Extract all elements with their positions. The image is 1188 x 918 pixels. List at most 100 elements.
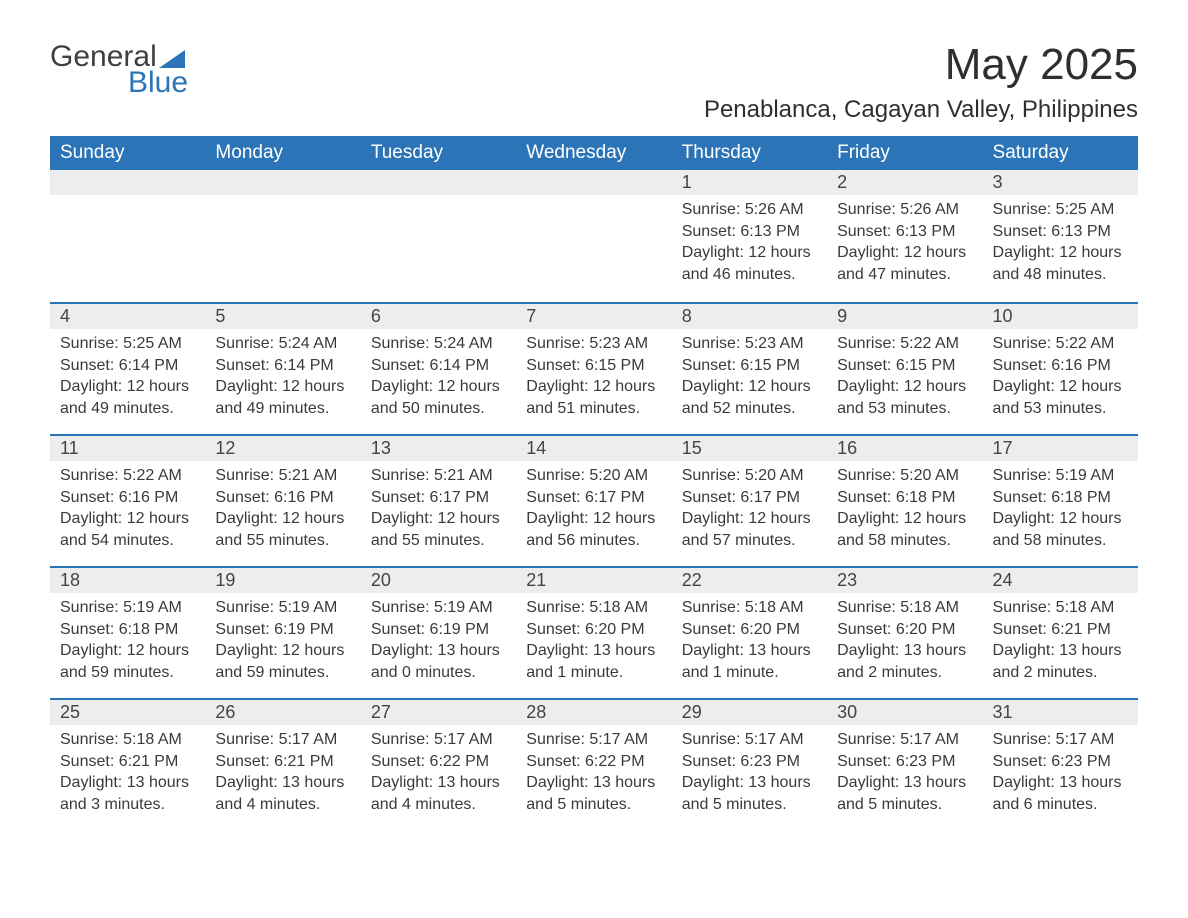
calendar-cell [516,170,671,302]
sunrise-line: Sunrise: 5:18 AM [837,597,972,619]
sunrise-line: Sunrise: 5:17 AM [837,729,972,751]
day-details: Sunrise: 5:25 AMSunset: 6:14 PMDaylight:… [50,329,205,419]
sunrise-line: Sunrise: 5:26 AM [837,199,972,221]
day-number: 5 [205,302,360,329]
day-details: Sunrise: 5:21 AMSunset: 6:17 PMDaylight:… [361,461,516,551]
day-number: 1 [672,170,827,195]
day-number: 3 [983,170,1138,195]
calendar-cell: 29Sunrise: 5:17 AMSunset: 6:23 PMDayligh… [672,698,827,830]
calendar-cell: 9Sunrise: 5:22 AMSunset: 6:15 PMDaylight… [827,302,982,434]
sunrise-line: Sunrise: 5:21 AM [371,465,506,487]
daylight-line: Daylight: 12 hours and 57 minutes. [682,508,817,551]
sunrise-line: Sunrise: 5:18 AM [682,597,817,619]
title-block: May 2025 Penablanca, Cagayan Valley, Phi… [704,40,1138,124]
sunrise-line: Sunrise: 5:19 AM [371,597,506,619]
daylight-line: Daylight: 12 hours and 55 minutes. [215,508,350,551]
daylight-line: Daylight: 13 hours and 5 minutes. [526,772,661,815]
calendar-cell: 22Sunrise: 5:18 AMSunset: 6:20 PMDayligh… [672,566,827,698]
day-details: Sunrise: 5:20 AMSunset: 6:17 PMDaylight:… [516,461,671,551]
day-number: 22 [672,566,827,593]
day-number: 16 [827,434,982,461]
day-number: 24 [983,566,1138,593]
sunrise-line: Sunrise: 5:19 AM [993,465,1128,487]
day-details: Sunrise: 5:19 AMSunset: 6:19 PMDaylight:… [205,593,360,683]
sunset-line: Sunset: 6:21 PM [60,751,195,773]
calendar-cell: 23Sunrise: 5:18 AMSunset: 6:20 PMDayligh… [827,566,982,698]
weekday-header: Friday [827,136,982,170]
sunrise-line: Sunrise: 5:19 AM [60,597,195,619]
calendar-cell: 12Sunrise: 5:21 AMSunset: 6:16 PMDayligh… [205,434,360,566]
day-number: 15 [672,434,827,461]
calendar-cell: 17Sunrise: 5:19 AMSunset: 6:18 PMDayligh… [983,434,1138,566]
calendar-table: SundayMondayTuesdayWednesdayThursdayFrid… [50,136,1138,830]
sunrise-line: Sunrise: 5:26 AM [682,199,817,221]
calendar-cell: 20Sunrise: 5:19 AMSunset: 6:19 PMDayligh… [361,566,516,698]
calendar-cell: 24Sunrise: 5:18 AMSunset: 6:21 PMDayligh… [983,566,1138,698]
calendar-cell: 26Sunrise: 5:17 AMSunset: 6:21 PMDayligh… [205,698,360,830]
weekday-header: Monday [205,136,360,170]
page-header: General Blue May 2025 Penablanca, Cagaya… [50,40,1138,124]
sunset-line: Sunset: 6:17 PM [682,487,817,509]
sunrise-line: Sunrise: 5:22 AM [993,333,1128,355]
day-number: 29 [672,698,827,725]
sunrise-line: Sunrise: 5:23 AM [526,333,661,355]
day-number: 19 [205,566,360,593]
weekday-header-row: SundayMondayTuesdayWednesdayThursdayFrid… [50,136,1138,170]
day-number: 12 [205,434,360,461]
day-number: 25 [50,698,205,725]
weekday-header: Tuesday [361,136,516,170]
sunrise-line: Sunrise: 5:23 AM [682,333,817,355]
day-details: Sunrise: 5:17 AMSunset: 6:22 PMDaylight:… [361,725,516,815]
sunset-line: Sunset: 6:16 PM [993,355,1128,377]
calendar-cell: 31Sunrise: 5:17 AMSunset: 6:23 PMDayligh… [983,698,1138,830]
day-number: 31 [983,698,1138,725]
sunrise-line: Sunrise: 5:22 AM [60,465,195,487]
day-number: 11 [50,434,205,461]
day-details: Sunrise: 5:25 AMSunset: 6:13 PMDaylight:… [983,195,1138,285]
sunset-line: Sunset: 6:17 PM [371,487,506,509]
day-number: 28 [516,698,671,725]
sunset-line: Sunset: 6:21 PM [215,751,350,773]
day-number: 30 [827,698,982,725]
sunrise-line: Sunrise: 5:20 AM [682,465,817,487]
day-details: Sunrise: 5:23 AMSunset: 6:15 PMDaylight:… [516,329,671,419]
empty-day-bar [516,170,671,195]
day-details: Sunrise: 5:17 AMSunset: 6:23 PMDaylight:… [827,725,982,815]
sunrise-line: Sunrise: 5:17 AM [215,729,350,751]
weekday-header: Wednesday [516,136,671,170]
sunset-line: Sunset: 6:16 PM [215,487,350,509]
day-details: Sunrise: 5:17 AMSunset: 6:22 PMDaylight:… [516,725,671,815]
calendar-cell: 2Sunrise: 5:26 AMSunset: 6:13 PMDaylight… [827,170,982,302]
sunset-line: Sunset: 6:15 PM [837,355,972,377]
daylight-line: Daylight: 13 hours and 2 minutes. [993,640,1128,683]
calendar-cell [205,170,360,302]
day-details: Sunrise: 5:23 AMSunset: 6:15 PMDaylight:… [672,329,827,419]
sunset-line: Sunset: 6:21 PM [993,619,1128,641]
sunrise-line: Sunrise: 5:20 AM [526,465,661,487]
daylight-line: Daylight: 12 hours and 50 minutes. [371,376,506,419]
daylight-line: Daylight: 12 hours and 58 minutes. [993,508,1128,551]
sunset-line: Sunset: 6:19 PM [371,619,506,641]
day-number: 18 [50,566,205,593]
sunset-line: Sunset: 6:15 PM [682,355,817,377]
empty-day-bar [50,170,205,195]
sunset-line: Sunset: 6:23 PM [837,751,972,773]
sunrise-line: Sunrise: 5:19 AM [215,597,350,619]
day-details: Sunrise: 5:24 AMSunset: 6:14 PMDaylight:… [205,329,360,419]
sunset-line: Sunset: 6:16 PM [60,487,195,509]
weekday-header: Sunday [50,136,205,170]
calendar-cell: 4Sunrise: 5:25 AMSunset: 6:14 PMDaylight… [50,302,205,434]
day-details: Sunrise: 5:22 AMSunset: 6:15 PMDaylight:… [827,329,982,419]
daylight-line: Daylight: 13 hours and 3 minutes. [60,772,195,815]
day-details: Sunrise: 5:17 AMSunset: 6:23 PMDaylight:… [672,725,827,815]
calendar-cell: 14Sunrise: 5:20 AMSunset: 6:17 PMDayligh… [516,434,671,566]
day-details: Sunrise: 5:20 AMSunset: 6:18 PMDaylight:… [827,461,982,551]
sunset-line: Sunset: 6:18 PM [60,619,195,641]
daylight-line: Daylight: 12 hours and 59 minutes. [60,640,195,683]
sunset-line: Sunset: 6:23 PM [993,751,1128,773]
daylight-line: Daylight: 12 hours and 46 minutes. [682,242,817,285]
daylight-line: Daylight: 12 hours and 55 minutes. [371,508,506,551]
day-details: Sunrise: 5:18 AMSunset: 6:21 PMDaylight:… [50,725,205,815]
sunrise-line: Sunrise: 5:20 AM [837,465,972,487]
sunset-line: Sunset: 6:14 PM [60,355,195,377]
